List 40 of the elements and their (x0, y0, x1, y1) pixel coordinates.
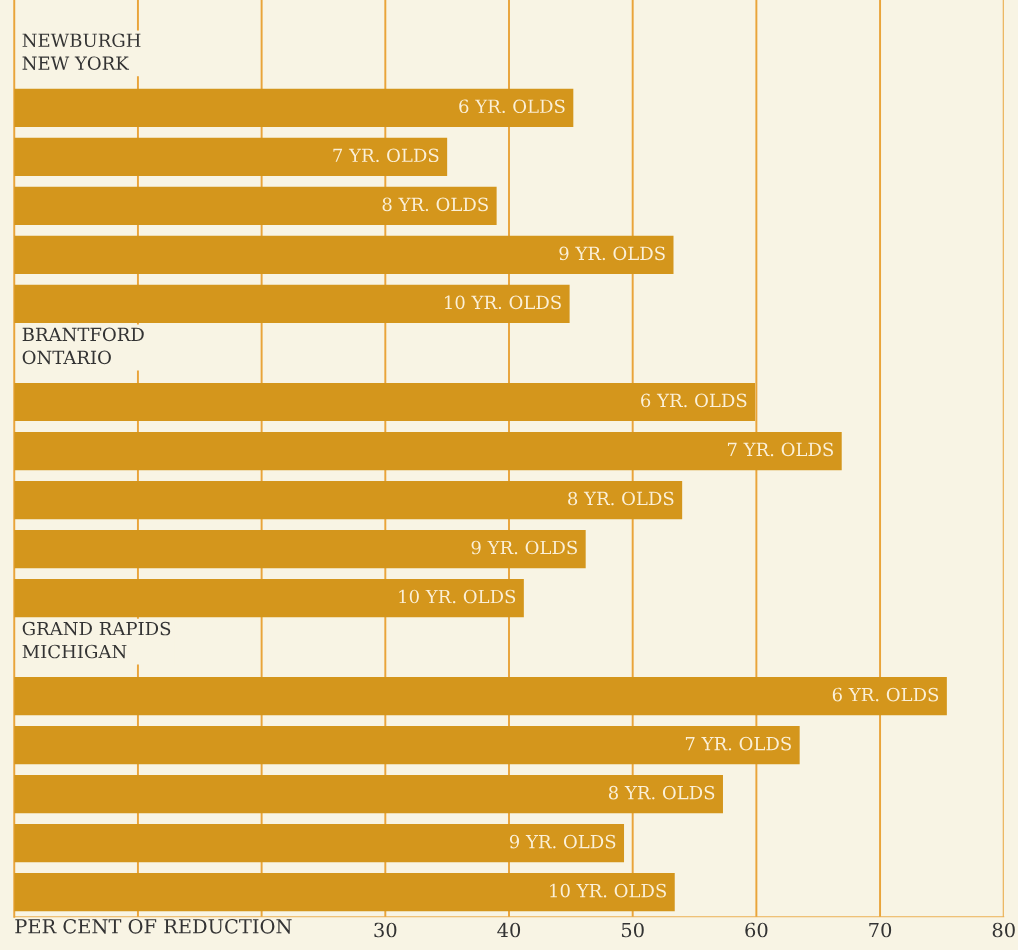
y-tick-label: BRANTFORD ONTARIO (22, 327, 144, 365)
y-tick-label: 10 YR. OLDS (550, 883, 666, 898)
y-tick-label: 8 YR. OLDS (608, 785, 715, 800)
bar (14, 431, 842, 471)
x-tick-label: 70 (869, 922, 892, 938)
y-tick-label: 10 YR. OLDS (399, 589, 516, 604)
bar (14, 284, 570, 324)
bar (14, 873, 675, 912)
y-tick-label: NEWBURGH NEW YORK (22, 33, 141, 71)
y-tick-label: 7 YR. OLDS (333, 148, 439, 163)
bar (14, 529, 586, 569)
x-axis-title: PER CENT OF REDUCTION (15, 918, 292, 934)
bar (14, 382, 756, 422)
y-tick-label: 10 YR. OLDS (445, 295, 561, 310)
bar (14, 824, 625, 863)
x-tick-label: 80 (992, 922, 1015, 938)
y-tick-label: GRAND RAPIDS MICHIGAN (22, 621, 171, 659)
bar (14, 480, 683, 520)
y-tick-label: 9 YR. OLDS (471, 540, 577, 555)
bar (14, 726, 800, 765)
bar (14, 578, 524, 618)
y-tick-label: 6 YR. OLDS (641, 393, 747, 408)
bar (14, 137, 448, 176)
y-tick-label: 9 YR. OLDS (509, 834, 616, 849)
bar (14, 235, 674, 275)
y-tick-label: 9 YR. OLDS (559, 246, 665, 261)
y-tick-label: 6 YR. OLDS (459, 99, 565, 114)
bar (14, 677, 947, 716)
bar (14, 88, 574, 127)
y-tick-label: 8 YR. OLDS (568, 491, 674, 506)
y-tick-label: 6 YR. OLDS (832, 687, 939, 702)
x-tick-label: 40 (497, 922, 521, 938)
y-tick-label: 8 YR. OLDS (382, 197, 488, 212)
x-tick-label: 50 (621, 922, 644, 938)
bar (14, 186, 497, 226)
x-tick-label: 30 (374, 922, 397, 938)
y-tick-label: 7 YR. OLDS (727, 442, 833, 457)
bar (14, 775, 723, 814)
y-tick-label: 7 YR. OLDS (685, 736, 791, 751)
x-tick-label: 60 (745, 922, 768, 938)
